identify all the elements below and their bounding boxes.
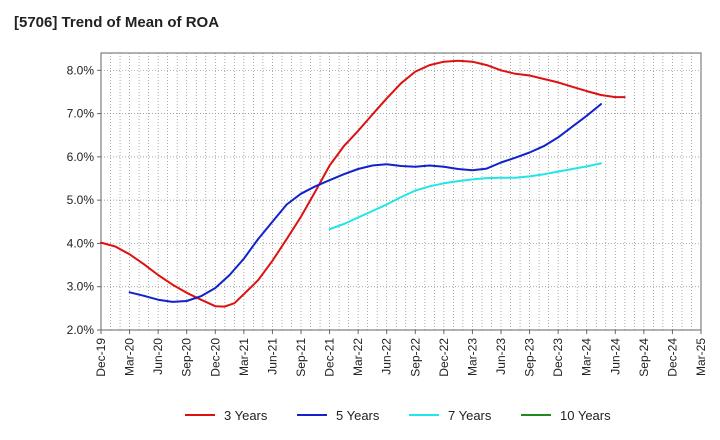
series-line-7-years bbox=[328, 162, 602, 231]
x-tick-label: Jun-24 bbox=[608, 338, 622, 375]
x-tick-label: Dec-19 bbox=[94, 338, 108, 377]
plot-frame bbox=[100, 52, 702, 331]
y-tick-label: 5.0% bbox=[67, 193, 95, 207]
x-tick-label: Jun-20 bbox=[151, 338, 165, 375]
legend-label: 7 Years bbox=[448, 408, 492, 423]
x-tick-label: Jun-23 bbox=[494, 338, 508, 375]
series-line-5-years bbox=[128, 103, 602, 303]
x-tick-label: Mar-20 bbox=[123, 338, 137, 376]
x-tick-label: Mar-21 bbox=[237, 338, 251, 376]
x-tick-label: Sep-24 bbox=[637, 338, 651, 377]
x-tick-label: Mar-22 bbox=[351, 338, 365, 376]
y-axis: 2.0% 3.0% 4.0% 5.0% 6.0% 7.0% 8.0% bbox=[67, 63, 101, 337]
y-tick-label: 2.0% bbox=[67, 323, 95, 337]
x-tick-label: Dec-21 bbox=[323, 338, 337, 377]
y-tick-label: 8.0% bbox=[67, 63, 95, 77]
x-tick-label: Jun-22 bbox=[380, 338, 394, 375]
series-lines bbox=[100, 59, 626, 308]
x-axis: Dec-19 Mar-20 Jun-20 Sep-20 Dec-20 Mar-21 Jun-… bbox=[94, 330, 708, 377]
x-tick-label: Sep-22 bbox=[408, 338, 422, 377]
y-tick-label: 7.0% bbox=[67, 107, 95, 121]
x-tick-label: Sep-23 bbox=[523, 338, 537, 377]
x-tick-label: Dec-24 bbox=[665, 338, 679, 377]
y-tick-label: 6.0% bbox=[67, 150, 95, 164]
legend: 3 Years 5 Years 7 Years 10 Years bbox=[185, 408, 611, 423]
x-tick-label: Dec-23 bbox=[551, 338, 565, 377]
x-tick-label: Sep-21 bbox=[294, 338, 308, 377]
legend-label: 5 Years bbox=[336, 408, 380, 423]
x-tick-label: Sep-20 bbox=[180, 338, 194, 377]
y-tick-label: 3.0% bbox=[67, 280, 95, 294]
gridlines bbox=[101, 53, 701, 331]
series-line-3-years bbox=[100, 59, 626, 308]
x-tick-label: Dec-20 bbox=[208, 338, 222, 377]
x-tick-label: Mar-24 bbox=[580, 338, 594, 376]
x-tick-label: Mar-23 bbox=[465, 338, 479, 376]
x-tick-label: Jun-21 bbox=[265, 338, 279, 375]
y-tick-label: 4.0% bbox=[67, 236, 95, 250]
x-tick-label: Mar-25 bbox=[694, 338, 708, 376]
legend-label: 10 Years bbox=[560, 408, 611, 423]
chart-title: [5706] Trend of Mean of ROA bbox=[14, 14, 220, 31]
x-tick-label: Dec-22 bbox=[437, 338, 451, 377]
legend-label: 3 Years bbox=[224, 408, 268, 423]
